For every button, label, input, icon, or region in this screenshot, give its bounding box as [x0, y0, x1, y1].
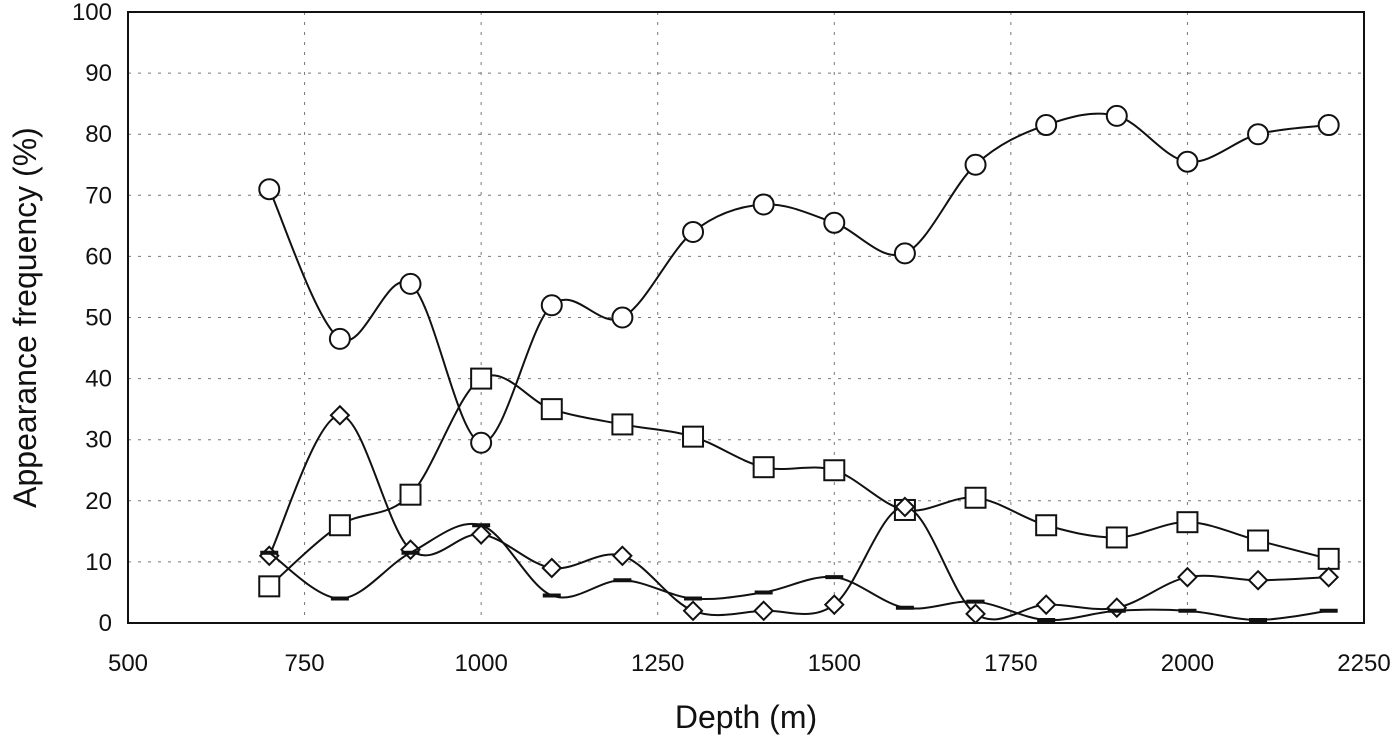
series-square [258, 367, 1340, 598]
circle-point [399, 272, 422, 295]
tick-labels: 0 10 20 30 40 50 60 70 80 90 100 500 750 1000 1250 1500… [72, 0, 1391, 677]
circle-point [1105, 104, 1128, 127]
diamond-point [470, 523, 492, 545]
y-tick-label: 10 [85, 549, 112, 576]
circle-point [1176, 150, 1199, 173]
square-point [258, 575, 281, 598]
square-point [682, 425, 705, 448]
square-point [1105, 526, 1128, 549]
circle-point [1317, 114, 1340, 137]
diamond-point [753, 600, 775, 622]
circle-point [1035, 114, 1058, 137]
y-tick-label: 60 [85, 243, 112, 270]
series-layer [258, 104, 1340, 625]
square-point [540, 398, 563, 421]
circle-point [893, 242, 916, 265]
square-point [964, 486, 987, 509]
diamond-point [541, 557, 563, 579]
circle-point [258, 178, 281, 201]
circle-point [611, 306, 634, 329]
circle-point [752, 193, 775, 216]
series-line-circle [268, 112, 1329, 444]
circle-point [964, 153, 987, 176]
square-point [752, 456, 775, 479]
square-point [823, 459, 846, 482]
x-tick-label: 1500 [808, 650, 861, 677]
series-line-square [268, 374, 1329, 588]
x-tick-label: 2250 [1337, 650, 1390, 677]
y-tick-label: 0 [99, 610, 112, 637]
y-tick-label: 80 [85, 121, 112, 148]
square-point [470, 367, 493, 390]
square-point [328, 514, 351, 537]
diamond-point [1318, 566, 1340, 588]
y-tick-label: 40 [85, 366, 112, 393]
circle-point [1247, 123, 1270, 146]
y-tick-label: 30 [85, 427, 112, 454]
x-tick-label: 1750 [984, 650, 1037, 677]
diamond-point [1106, 597, 1128, 619]
square-point [1176, 511, 1199, 534]
circle-point [328, 327, 351, 350]
x-tick-label: 500 [108, 650, 148, 677]
x-tick-label: 1250 [631, 650, 684, 677]
square-point [1035, 514, 1058, 537]
diamond-point [894, 496, 916, 518]
circle-point [470, 431, 493, 454]
diamond-point [258, 545, 280, 567]
square-point [399, 483, 422, 506]
diamond-point [329, 404, 351, 426]
x-tick-label: 750 [285, 650, 325, 677]
y-tick-label: 20 [85, 488, 112, 515]
diamond-point [611, 545, 633, 567]
diamond-point [682, 600, 704, 622]
series-diamond [258, 404, 1340, 625]
plot-frame [127, 11, 1365, 624]
series-line-diamond [268, 414, 1329, 621]
y-axis-title: Appearance frequency (%) [7, 127, 43, 508]
y-tick-label: 90 [85, 60, 112, 87]
y-tick-label: 70 [85, 182, 112, 209]
x-tick-label: 1000 [454, 650, 507, 677]
square-point [1317, 547, 1340, 570]
x-tick-label: 2000 [1161, 650, 1214, 677]
series-dash [260, 522, 1338, 622]
diamond-point [1247, 569, 1269, 591]
diamond-point [1177, 566, 1198, 588]
series-line-dash [268, 522, 1329, 622]
square-point [1247, 529, 1270, 552]
circle-point [823, 211, 846, 234]
circle-point [682, 220, 705, 243]
circle-point [540, 294, 563, 317]
y-tick-label: 100 [72, 0, 112, 26]
series-circle [258, 104, 1340, 454]
diamond-point [823, 594, 845, 616]
x-axis-title: Depth (m) [675, 699, 817, 735]
square-point [611, 413, 634, 436]
grid-layer [128, 12, 1364, 623]
diamond-point [1035, 594, 1057, 616]
y-tick-label: 50 [85, 305, 112, 332]
